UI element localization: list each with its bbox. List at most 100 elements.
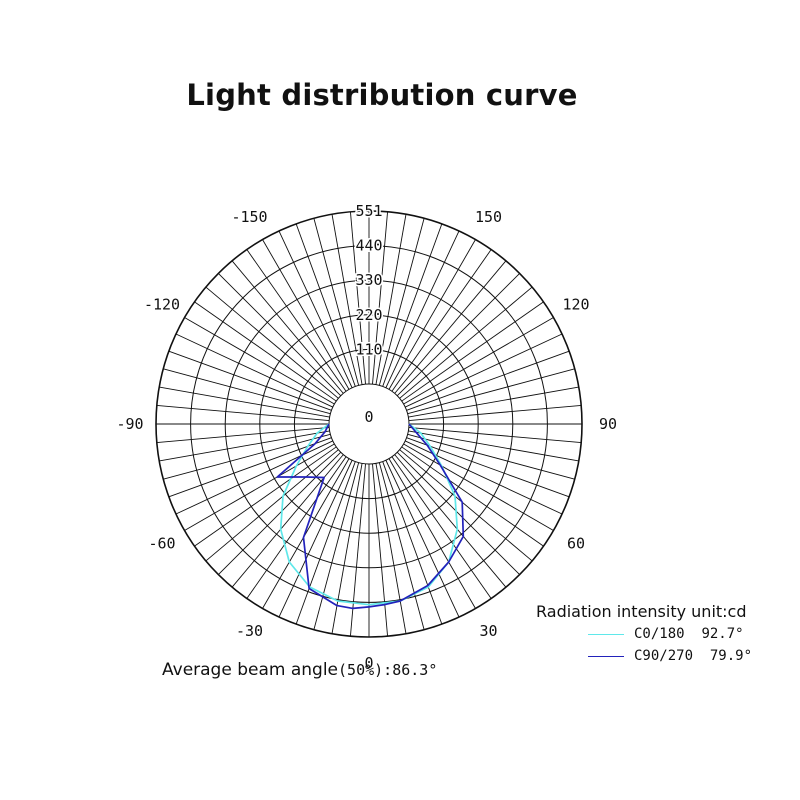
grid-spoke [375, 214, 407, 385]
legend-beam-c0-180: 92.7° [701, 626, 744, 642]
angle-tick-label: 30 [479, 622, 497, 640]
grid-spoke [403, 317, 554, 405]
grid-spoke [372, 211, 389, 385]
angle-tick-label: -120 [144, 296, 180, 314]
radial-tick-label: 220 [355, 306, 382, 324]
grid-spoke [246, 456, 347, 599]
grid-spoke [382, 461, 443, 625]
radial-tick-label: 330 [355, 271, 382, 289]
angle-tick-label: 0 [364, 654, 373, 672]
radial-tick-label: 0 [364, 408, 373, 426]
grid-spokes [156, 211, 582, 637]
grid-spoke [313, 462, 360, 630]
grid-spoke [295, 223, 356, 387]
angle-tick-label: -90 [116, 415, 143, 433]
grid-spoke [246, 249, 347, 392]
grid-spoke [394, 260, 507, 394]
grid-spoke [375, 463, 407, 634]
grid-spoke [394, 454, 507, 588]
series-curve-1 [276, 423, 465, 610]
grid-spoke [159, 430, 330, 462]
grid-spoke [349, 211, 366, 385]
grid-spoke [218, 273, 342, 397]
grid-spoke [163, 368, 331, 415]
grid-spoke [184, 317, 335, 405]
grid-spoke [399, 286, 533, 399]
grid-spoke [278, 230, 353, 388]
grid-spoke [262, 239, 350, 390]
angle-tick-labels: 0 30 60 90 120 150 -150 -120 -90 -60 -30 [116, 208, 617, 672]
series-layer [276, 423, 465, 610]
radial-tick-label: 551 [355, 202, 382, 220]
grid-spoke [382, 223, 443, 387]
grid-spoke [391, 249, 492, 392]
chart-title: Light distribution curve [186, 78, 578, 112]
legend-beam-c90-270: 79.9° [709, 648, 753, 664]
legend-item-c0-180: C0/180 92.7° [588, 625, 744, 643]
grid-spoke [391, 456, 492, 599]
legend-label-c90-270: C90/270 [634, 648, 694, 664]
legend-item-c90-270: C90/270 79.9° [588, 647, 752, 665]
legend-swatch-c0-180 [588, 633, 624, 635]
grid-spoke [408, 430, 579, 462]
grid-spoke [156, 427, 330, 444]
average-beam-angle: Average beam angle(50%):86.3° [162, 660, 437, 680]
grid-spoke [205, 286, 339, 399]
grid-spoke [231, 454, 344, 588]
average-beam-angle-label: Average beam angle [162, 660, 339, 680]
grid-spoke [385, 230, 460, 388]
grid-spoke [175, 333, 333, 408]
grid-spoke [349, 463, 366, 637]
grid-spoke [218, 451, 342, 575]
legend-title: Radiation intensity unit:cd [536, 602, 747, 621]
grid-spoke [278, 460, 353, 618]
grid-spoke [405, 333, 563, 408]
radial-tick-labels: 0 110 220 330 440 551 [354, 201, 384, 428]
angle-tick-label: 150 [475, 208, 502, 226]
grid-spoke [175, 440, 333, 515]
radial-tick-label: 440 [355, 237, 382, 255]
grid-spoke [406, 437, 570, 498]
legend-swatch-c90-270 [588, 655, 624, 657]
average-beam-angle-value: (50%):86.3° [338, 661, 438, 679]
angle-tick-label: 90 [599, 415, 617, 433]
grid-spoke [399, 449, 533, 562]
grid-spoke [405, 440, 563, 515]
grid-spoke [295, 461, 356, 625]
angle-tick-label: -30 [236, 622, 263, 640]
grid-spoke [331, 214, 363, 385]
grid-spoke [385, 460, 460, 618]
grid-spoke [194, 446, 337, 547]
grid-spoke [396, 451, 520, 575]
angle-tick-label: -150 [231, 208, 267, 226]
grid-spoke [156, 404, 330, 421]
grid-spoke [184, 443, 335, 531]
angle-tick-label: 120 [562, 296, 589, 314]
grid-spoke [401, 446, 544, 547]
grid-spoke [163, 433, 331, 480]
legend-label-c0-180: C0/180 [634, 626, 685, 642]
grid-spoke [396, 273, 520, 397]
grid-spoke [378, 462, 425, 630]
grid-spoke [168, 350, 332, 411]
grid-spoke [388, 458, 476, 609]
grid-spoke [401, 301, 544, 402]
grid-spoke [168, 437, 332, 498]
grid-spoke [231, 260, 344, 394]
angle-tick-label: -60 [148, 535, 175, 553]
radial-tick-label: 110 [355, 340, 382, 358]
grid-spoke [408, 427, 582, 444]
grid-spoke [194, 301, 337, 402]
grid-spoke [408, 386, 579, 418]
grid-spoke [372, 463, 389, 637]
grid-spoke [205, 449, 339, 562]
grid-spoke [407, 433, 575, 480]
grid-spoke [408, 404, 582, 421]
grid-spoke [403, 443, 554, 531]
grid-spoke [313, 218, 360, 386]
grid-spoke [159, 386, 330, 418]
grid-spoke [378, 218, 425, 386]
grid-spoke [388, 239, 476, 390]
grid-spoke [407, 368, 575, 415]
